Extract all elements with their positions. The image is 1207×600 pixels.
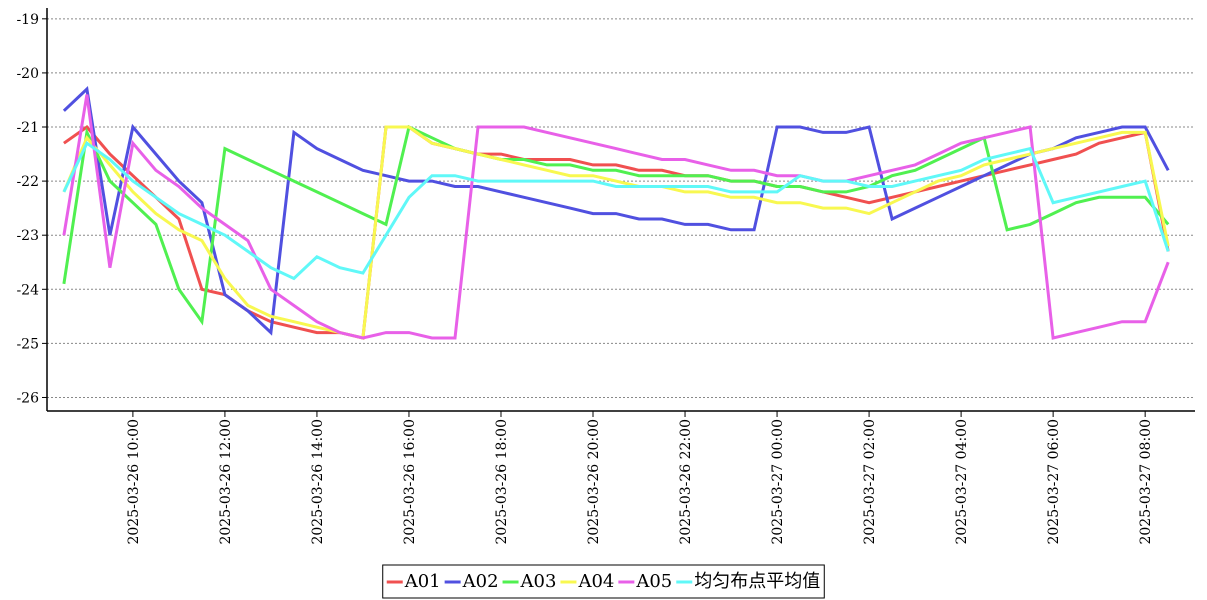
- y-tick-label: -20: [16, 66, 39, 82]
- x-tick-label: 2025-03-26 18:00: [494, 419, 510, 545]
- x-tick-label: 2025-03-27 08:00: [1138, 419, 1154, 545]
- y-tick-label: -21: [16, 120, 39, 136]
- x-tick-label: 2025-03-27 02:00: [862, 419, 878, 545]
- x-tick-label: 2025-03-26 12:00: [218, 419, 234, 545]
- x-tick-label: 2025-03-27 04:00: [954, 419, 970, 545]
- legend-label: A04: [577, 571, 614, 592]
- x-tick-label: 2025-03-26 16:00: [402, 419, 418, 545]
- legend-label: A03: [520, 571, 557, 592]
- series-line: [62, 94, 1170, 340]
- legend-label: A02: [462, 571, 499, 592]
- y-tick-label: -22: [16, 174, 39, 190]
- x-tick-label: 2025-03-27 00:00: [770, 419, 786, 545]
- y-tick-label: -24: [16, 282, 39, 298]
- y-tick-label: -23: [16, 228, 39, 244]
- y-tick-label: -19: [16, 12, 39, 28]
- x-tick-label: 2025-03-26 20:00: [586, 419, 602, 545]
- x-tick-label: 2025-03-26 14:00: [310, 419, 326, 545]
- y-tick-label: -26: [16, 390, 39, 406]
- y-tick-label: -25: [16, 336, 39, 352]
- legend-label: A01: [404, 571, 441, 592]
- series-line: [63, 124, 1170, 340]
- series-line: [62, 125, 1170, 340]
- series-line: [62, 86, 1170, 336]
- x-tick-label: 2025-03-27 06:00: [1046, 419, 1062, 545]
- legend-label: 均匀布点平均值: [694, 571, 820, 592]
- legend: A01 A02 A03 A04 A05 均匀布点平均值: [382, 564, 825, 599]
- x-tick-label: 2025-03-26 22:00: [678, 419, 694, 545]
- series-line: [62, 140, 1170, 281]
- x-tick-label: 2025-03-26 10:00: [126, 419, 142, 545]
- legend-label: A05: [635, 571, 672, 592]
